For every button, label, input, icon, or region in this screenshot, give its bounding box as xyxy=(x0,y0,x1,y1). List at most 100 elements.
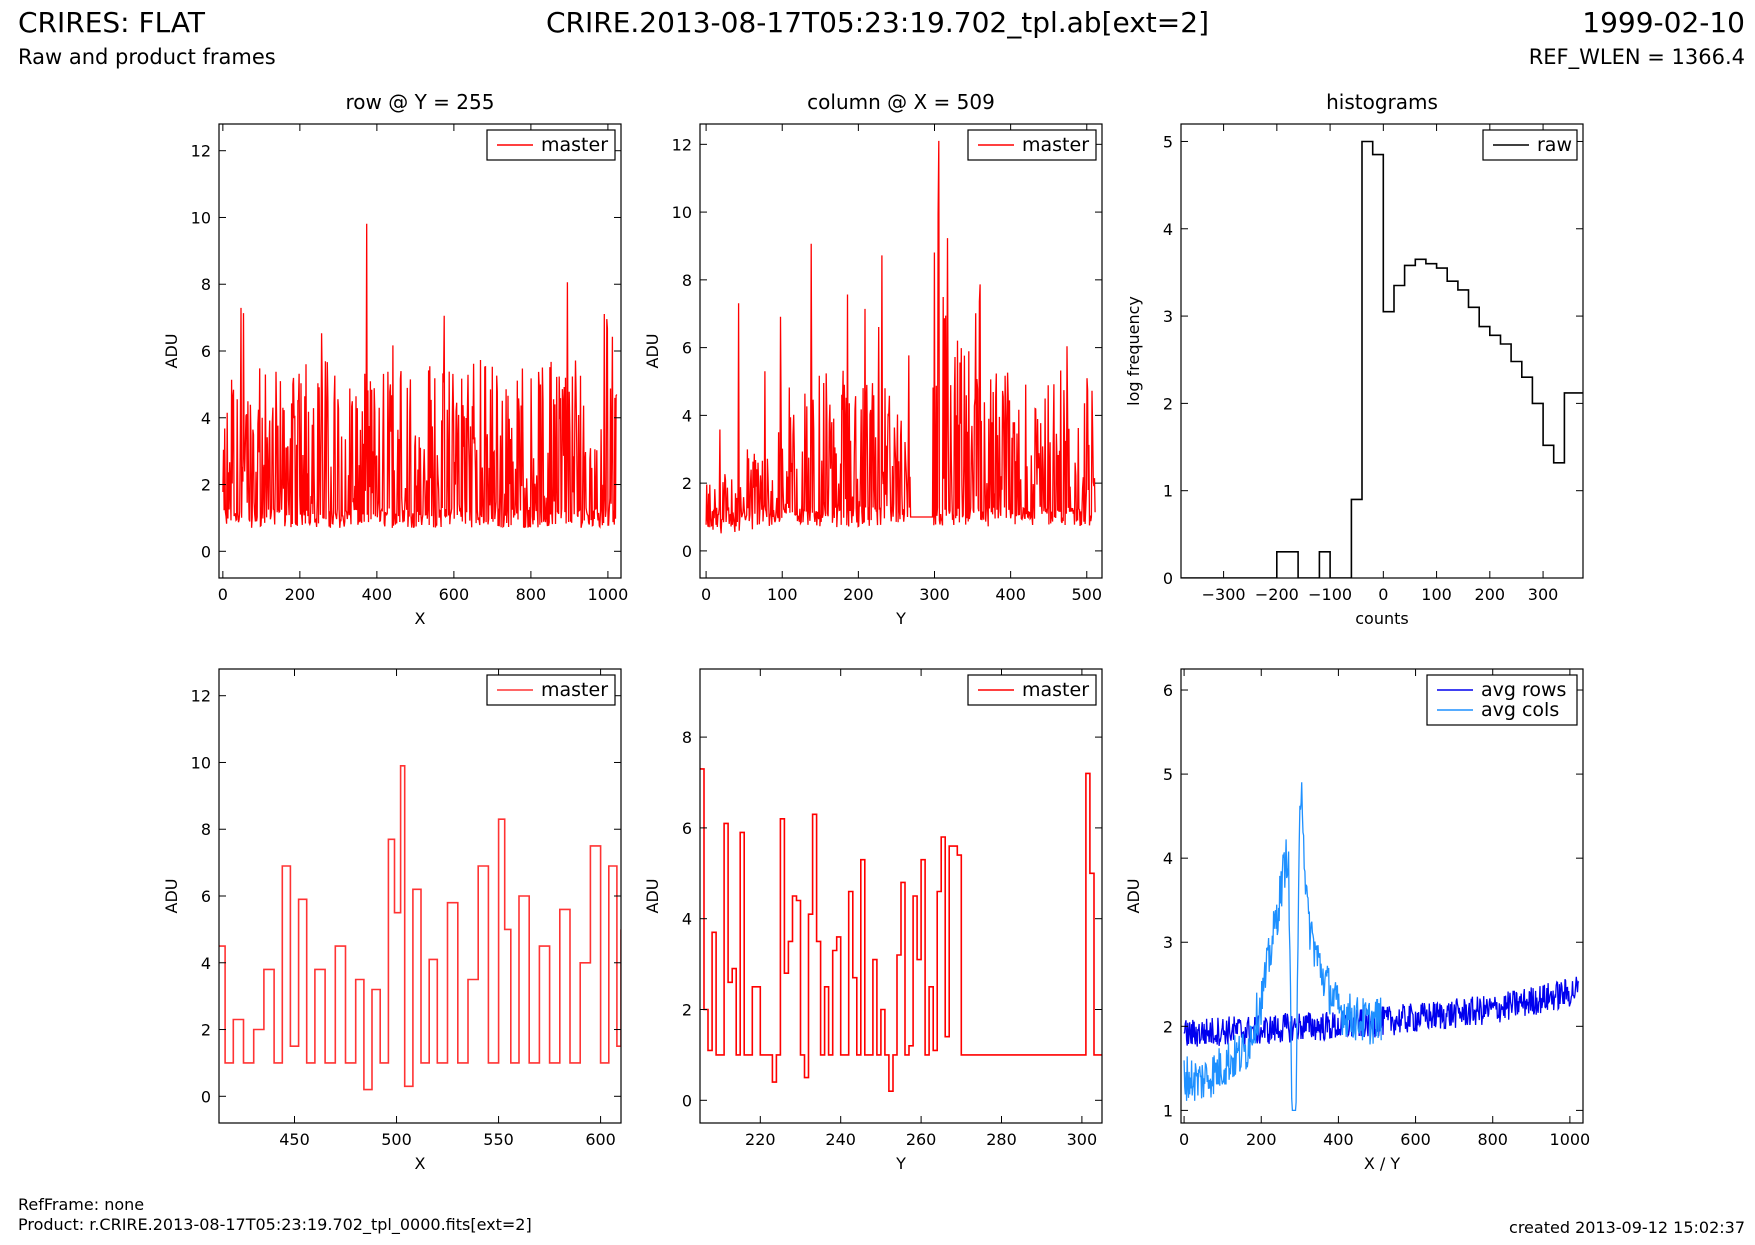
chart-column: 0 100 200 300 400 500 0 2 4 6 8 10 12 column @ X = 50… xyxy=(643,90,1103,628)
legend-label: avg cols xyxy=(1481,699,1559,721)
plot-frame xyxy=(699,668,1103,1124)
y-tick-label: 4 xyxy=(201,409,211,428)
y-tick-label: 8 xyxy=(201,820,211,839)
y-tick-label: 10 xyxy=(672,203,692,222)
x-tick-label: 800 xyxy=(516,585,547,604)
x-tick-label: 100 xyxy=(767,585,798,604)
x-tick-label: 200 xyxy=(1246,1130,1277,1149)
y-axis-label: ADU xyxy=(162,879,181,914)
x-tick-label: 0 xyxy=(701,585,711,604)
y-tick-label: 0 xyxy=(682,542,692,561)
x-tick-label: 500 xyxy=(1071,585,1102,604)
series-master xyxy=(222,223,618,529)
x-tick-label: 200 xyxy=(1475,585,1506,604)
y-axis-label: ADU xyxy=(162,334,181,369)
plot-frame xyxy=(1180,668,1584,1124)
y-tick-label: 12 xyxy=(191,142,211,161)
y-axis-label: ADU xyxy=(643,334,662,369)
y-axis-label: log frequency xyxy=(1124,296,1143,406)
chart-title: histograms xyxy=(1326,90,1438,114)
y-tick-label: 2 xyxy=(201,1021,211,1040)
y-tick-label: 2 xyxy=(1163,1017,1173,1036)
y-tick-label: 0 xyxy=(201,1087,211,1106)
y-tick-label: 0 xyxy=(682,1091,692,1110)
y-tick-label: 5 xyxy=(1163,132,1173,151)
series-master xyxy=(700,768,1102,1092)
x-tick-label: 300 xyxy=(1067,1130,1098,1149)
page-title: CRIRES: FLAT xyxy=(18,6,205,39)
x-axis-label: X / Y xyxy=(1364,1154,1401,1173)
x-tick-label: 400 xyxy=(1323,1130,1354,1149)
x-tick-label: 600 xyxy=(1400,1130,1431,1149)
plot-frame xyxy=(699,123,1103,579)
x-tick-label: 0 xyxy=(1378,585,1388,604)
y-tick-label: 8 xyxy=(682,728,692,747)
y-tick-label: 10 xyxy=(191,753,211,772)
x-axis-label: X xyxy=(415,1154,426,1173)
x-axis-label: X xyxy=(415,609,426,628)
y-tick-label: 4 xyxy=(1163,849,1173,868)
legend-label: master xyxy=(541,679,608,701)
y-tick-label: 4 xyxy=(1163,220,1173,239)
plot-frame xyxy=(218,668,622,1124)
y-tick-label: 1 xyxy=(1163,482,1173,501)
chart-column_zoom: 220 240 260 280 300 0 2 4 6 8 Y ADU master xyxy=(643,668,1103,1173)
y-tick-label: 6 xyxy=(201,887,211,906)
x-axis-label: Y xyxy=(895,1154,906,1173)
series-master xyxy=(705,140,1096,534)
product-label: Product: r.CRIRE.2013-08-17T05:23:19.702… xyxy=(18,1215,532,1234)
y-tick-label: 2 xyxy=(682,1001,692,1020)
x-tick-label: 200 xyxy=(843,585,874,604)
y-axis-label: ADU xyxy=(1124,879,1143,914)
legend-label: avg rows xyxy=(1481,679,1566,701)
legend-box xyxy=(1426,674,1578,726)
refframe-label: RefFrame: none xyxy=(18,1195,145,1214)
x-tick-label: 0 xyxy=(1179,1130,1189,1149)
x-tick-label: 300 xyxy=(1528,585,1559,604)
y-tick-label: 6 xyxy=(682,339,692,358)
chart-histograms: −300 −200 −100 0 100 200 300 0 1 2 3 4 5 histograms co… xyxy=(1124,90,1584,628)
y-tick-label: 3 xyxy=(1163,307,1173,326)
series-raw xyxy=(1181,140,1583,578)
x-tick-label: 1000 xyxy=(588,585,629,604)
y-tick-label: 5 xyxy=(1163,765,1173,784)
y-tick-label: 2 xyxy=(682,474,692,493)
y-tick-label: 1 xyxy=(1163,1101,1173,1120)
chart-title: row @ Y = 255 xyxy=(346,90,495,114)
y-tick-label: 12 xyxy=(672,135,692,154)
y-tick-label: 0 xyxy=(1163,569,1173,588)
x-tick-label: 800 xyxy=(1477,1130,1508,1149)
legend-label: master xyxy=(1022,134,1089,156)
x-tick-label: 0 xyxy=(218,585,228,604)
y-tick-label: 12 xyxy=(191,687,211,706)
x-tick-label: 400 xyxy=(362,585,393,604)
series-avg-cols xyxy=(1183,782,1382,1112)
x-tick-label: 550 xyxy=(483,1130,514,1149)
y-tick-label: 6 xyxy=(1163,681,1173,700)
y-tick-label: 4 xyxy=(682,406,692,425)
legend-label: master xyxy=(541,134,608,156)
y-tick-label: 6 xyxy=(201,342,211,361)
x-tick-label: 1000 xyxy=(1550,1130,1591,1149)
y-tick-label: 2 xyxy=(1163,394,1173,413)
chart-row_zoom: 450 500 550 600 0 2 4 6 8 10 12 X ADU master xyxy=(162,668,622,1173)
x-axis-label: Y xyxy=(895,609,906,628)
x-tick-label: 600 xyxy=(585,1130,616,1149)
y-tick-label: 8 xyxy=(682,271,692,290)
x-tick-label: −100 xyxy=(1308,585,1352,604)
legend-label: raw xyxy=(1537,134,1572,156)
y-tick-label: 8 xyxy=(201,275,211,294)
x-axis-label: counts xyxy=(1355,609,1408,628)
x-tick-label: 260 xyxy=(906,1130,937,1149)
chart-title: column @ X = 509 xyxy=(807,90,995,114)
date-label: 1999-02-10 xyxy=(1582,6,1745,39)
series-master xyxy=(219,765,621,1091)
x-tick-label: −300 xyxy=(1202,585,1246,604)
x-tick-label: 450 xyxy=(279,1130,310,1149)
y-tick-label: 4 xyxy=(201,954,211,973)
created-label: created 2013-09-12 15:02:37 xyxy=(1509,1218,1745,1237)
x-tick-label: 100 xyxy=(1421,585,1452,604)
x-tick-label: 280 xyxy=(986,1130,1017,1149)
y-axis-label: ADU xyxy=(643,879,662,914)
